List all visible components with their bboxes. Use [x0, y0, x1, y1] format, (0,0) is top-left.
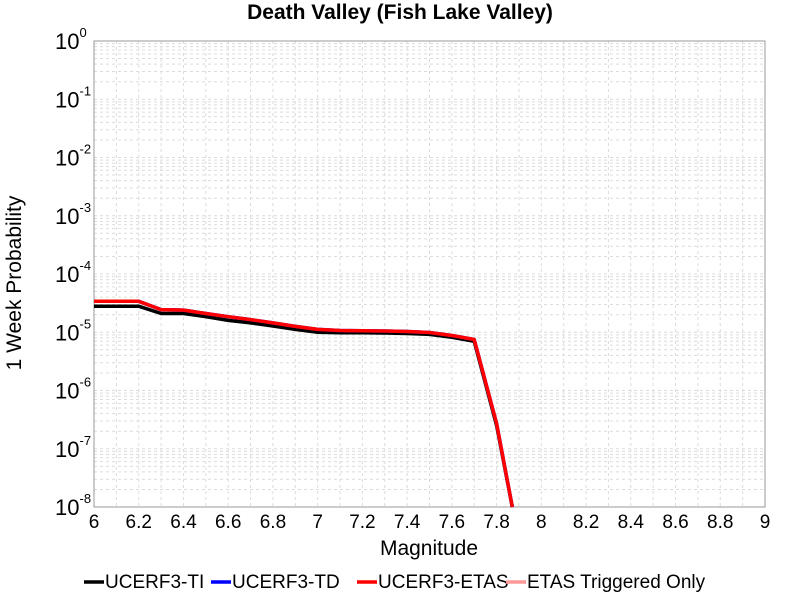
legend-item: ETAS Triggered Only	[506, 572, 706, 593]
y-axis-ticks: 100 10-1 10-2 10-3 10-4 10-5 10-6 10-7 10-8	[55, 25, 91, 520]
legend-item: UCERF3-TI	[84, 572, 204, 593]
y-tick-label: 10-2	[55, 142, 91, 171]
x-tick-label: 8.6	[662, 512, 688, 533]
x-tick-label: 9	[760, 512, 771, 533]
series-line-ucerf3-ti	[94, 304, 515, 508]
plot-area	[93, 40, 766, 508]
legend-item: UCERF3-ETAS	[357, 572, 509, 593]
legend-label: UCERF3-TI	[105, 572, 204, 593]
x-tick-label: 6.8	[260, 512, 286, 533]
x-tick-label: 7	[312, 512, 323, 533]
x-tick-label: 8.4	[618, 512, 645, 533]
x-axis-ticks: 6 6.2 6.4 6.6 6.8 7 7.2 7.4 7.6 7.8 8 8.2 8.4 8.6 8.8 9	[89, 512, 771, 533]
y-tick-label: 10-8	[55, 491, 91, 520]
y-tick-label: 10-3	[55, 200, 91, 229]
x-tick-label: 8	[536, 512, 547, 533]
x-tick-label: 7.2	[349, 512, 375, 533]
legend: UCERF3-TI UCERF3-TD UCERF3-ETAS ETAS Trigge…	[84, 572, 706, 593]
series-group	[94, 299, 515, 508]
x-tick-label: 6.6	[215, 512, 241, 533]
series-line-ucerf3-etas	[94, 299, 515, 508]
x-tick-label: 6	[89, 512, 100, 533]
y-tick-label: 10-1	[55, 83, 91, 112]
y-tick-label: 10-4	[55, 258, 91, 287]
legend-item: UCERF3-TD	[211, 572, 340, 593]
chart-title: Death Valley (Fish Lake Valley)	[247, 1, 553, 24]
y-axis-title: 1 Week Probability	[3, 195, 26, 370]
x-tick-label: 6.2	[126, 512, 152, 533]
x-tick-label: 7.6	[439, 512, 465, 533]
y-tick-label: 10-5	[55, 316, 91, 345]
x-tick-label: 6.4	[170, 512, 197, 533]
x-tick-label: 7.4	[394, 512, 421, 533]
y-tick-label: 10-6	[55, 375, 91, 404]
x-tick-label: 7.8	[483, 512, 509, 533]
x-tick-label: 8.8	[707, 512, 733, 533]
legend-label: UCERF3-TD	[232, 572, 340, 593]
grid	[93, 41, 766, 508]
y-tick-label: 10-7	[55, 433, 91, 462]
y-tick-label: 100	[55, 25, 87, 54]
x-axis-title: Magnitude	[380, 537, 478, 560]
x-tick-label: 8.2	[573, 512, 599, 533]
legend-label: ETAS Triggered Only	[527, 572, 706, 593]
legend-label: UCERF3-ETAS	[378, 572, 509, 593]
